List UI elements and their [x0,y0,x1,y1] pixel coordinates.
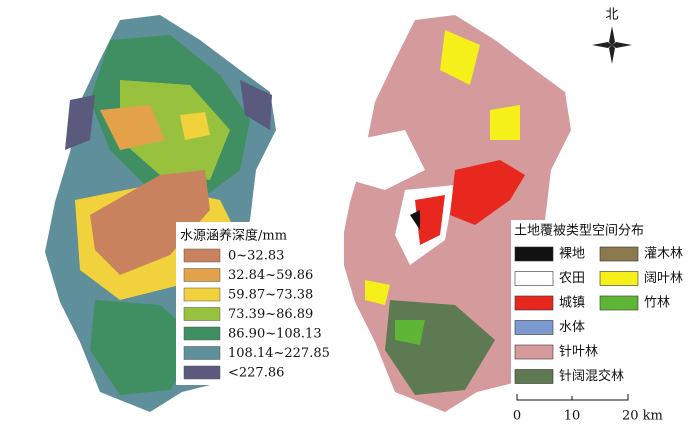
legend-label: 32.84~59.86 [228,268,313,283]
legend-swatch [514,246,554,262]
legend-swatch [599,246,639,262]
legend-swatch [183,287,221,302]
map-zone [65,95,95,150]
legend-label: 108.14~227.85 [228,346,330,361]
legend-label: 灌木林 [644,247,683,262]
map-zone [365,280,390,305]
scale-label: 10 [564,409,581,424]
scale-label: 0 [513,409,521,424]
legend-swatch [514,369,554,384]
scale-label: 20 km [622,409,663,424]
scale-bar: 0 10 20 km [513,394,663,424]
map-zone [490,105,520,140]
legend-label: 农田 [559,271,585,286]
legend-label: 阔叶林 [644,271,683,286]
map-zone [410,210,420,230]
legend-swatch [183,307,221,321]
compass-star [592,26,632,64]
legend-swatch [514,344,554,360]
legend-label: 针叶林 [559,345,598,360]
map-zone [415,195,445,245]
legend-swatch [599,295,639,311]
map-zone [180,112,210,140]
water-conservation-map [45,15,322,412]
map-zone [350,130,425,190]
legend-label: 水体 [559,320,585,335]
legend-swatch [183,326,221,341]
legend-label: 城镇 [559,296,585,311]
legend-swatch [514,295,554,311]
legend-label: 竹林 [644,296,670,311]
legend-label: 0~32.83 [228,249,284,264]
map-zone [120,80,230,180]
legend-swatch [599,271,639,286]
legend-label: 59.87~73.38 [228,288,313,303]
legend-swatch [183,346,221,360]
map-zone [395,320,425,345]
legend-swatch [183,268,221,282]
compass: 北 [592,8,632,64]
legend-swatch [183,365,221,380]
map-zone [450,160,525,225]
legend-label: <227.86 [228,366,284,381]
legend-title: 土地覆被类型空间分布 [514,224,644,239]
compass-label: 北 [605,8,618,23]
legend-swatch [183,248,221,263]
map-zone [440,30,480,85]
legend-label: 裸地 [559,247,585,262]
legend-label: 73.39~86.89 [228,307,313,322]
legend-label: 86.90~108.13 [228,327,322,342]
map-zone [90,170,210,275]
legend-label: 针阔混交林 [559,368,624,384]
legend-swatch [514,271,554,286]
land-cover-map [340,15,617,412]
map-zone [100,105,165,150]
depth-legend: 水源涵养深度/mm 0~32.83 32.84~59.86 59.87~73.38 7… [176,222,344,385]
legend-title: 水源涵养深度/mm [180,228,287,244]
map-zone [240,80,272,130]
map-zone [90,300,200,395]
legend-swatch [514,320,554,335]
scale-line [516,394,629,401]
